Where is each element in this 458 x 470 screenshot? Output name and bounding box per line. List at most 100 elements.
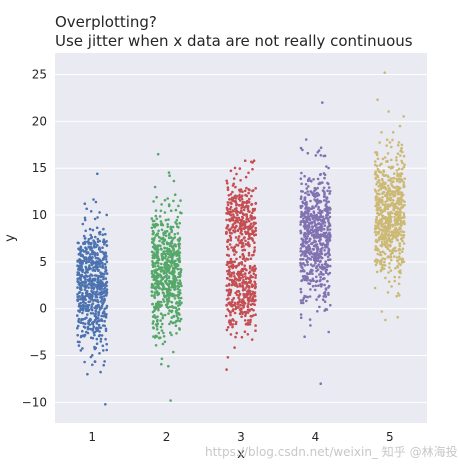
data-point — [382, 237, 386, 240]
data-point — [238, 278, 242, 282]
data-point — [316, 259, 320, 263]
data-point — [176, 281, 180, 285]
data-point — [304, 138, 308, 141]
data-point — [390, 233, 394, 237]
data-point — [228, 218, 231, 221]
data-point — [325, 197, 329, 200]
data-point — [86, 372, 89, 376]
data-point — [242, 306, 245, 309]
data-point — [155, 195, 158, 199]
data-point — [305, 250, 309, 254]
data-point — [396, 292, 400, 295]
data-point — [93, 217, 97, 221]
data-point — [158, 235, 161, 239]
data-point — [319, 278, 322, 282]
data-point — [83, 271, 87, 275]
x-tick-label: 3 — [237, 430, 245, 444]
data-point — [104, 329, 108, 333]
data-point — [307, 282, 310, 285]
data-point — [159, 312, 163, 316]
data-point — [231, 318, 234, 321]
data-point — [225, 230, 228, 234]
data-point — [225, 181, 229, 185]
data-point — [240, 301, 244, 304]
data-point — [403, 200, 406, 203]
data-point — [395, 169, 399, 172]
data-point — [104, 232, 107, 236]
data-point — [245, 295, 248, 299]
data-point — [399, 154, 402, 157]
data-point — [320, 215, 323, 219]
data-point — [225, 179, 228, 183]
data-point — [324, 208, 328, 212]
data-point — [377, 179, 381, 182]
data-point — [81, 292, 84, 295]
data-point — [384, 245, 388, 248]
data-point — [319, 382, 323, 386]
data-point — [152, 306, 156, 309]
data-point — [400, 159, 403, 163]
data-point — [228, 268, 231, 271]
data-point — [104, 403, 107, 406]
data-point — [299, 215, 303, 219]
data-point — [174, 276, 177, 280]
data-point — [253, 291, 257, 295]
data-point — [79, 254, 83, 258]
data-point — [252, 284, 255, 288]
data-point — [301, 214, 305, 217]
data-point — [225, 284, 228, 288]
data-point — [241, 212, 245, 215]
data-point — [227, 291, 231, 295]
data-point — [314, 228, 317, 232]
data-point — [161, 291, 165, 294]
data-point — [94, 295, 98, 299]
data-point — [327, 286, 330, 289]
data-point — [320, 225, 324, 228]
data-point — [84, 322, 87, 326]
data-point — [328, 190, 332, 193]
data-point — [96, 300, 99, 303]
data-point — [305, 220, 309, 223]
data-point — [170, 270, 173, 274]
data-point — [231, 184, 235, 187]
data-point — [235, 250, 238, 254]
data-point — [382, 185, 386, 189]
data-point — [244, 231, 248, 235]
y-tick-label: 25 — [32, 68, 47, 82]
data-point — [315, 298, 318, 301]
data-point — [307, 223, 311, 227]
data-point — [388, 141, 392, 144]
data-point — [232, 229, 235, 232]
data-point — [90, 263, 94, 267]
data-point — [392, 180, 395, 183]
data-point — [227, 228, 231, 232]
data-point — [377, 238, 381, 242]
data-point — [312, 211, 316, 214]
data-point — [83, 216, 87, 220]
data-point — [84, 249, 88, 253]
data-point — [77, 317, 81, 321]
data-point — [165, 229, 169, 233]
data-point — [226, 294, 230, 297]
data-point — [151, 219, 155, 223]
data-point — [319, 154, 323, 157]
data-point — [236, 229, 240, 232]
data-point — [178, 299, 181, 303]
data-point — [94, 235, 97, 239]
data-point — [244, 193, 247, 197]
data-point — [239, 310, 243, 314]
data-point — [163, 263, 166, 266]
data-point — [87, 256, 90, 260]
data-point — [85, 207, 88, 211]
data-point — [231, 323, 235, 326]
data-point — [301, 301, 305, 305]
data-point — [233, 253, 236, 256]
data-point — [152, 335, 155, 338]
data-point — [229, 193, 233, 196]
data-point — [323, 221, 327, 224]
data-point — [381, 179, 384, 182]
data-point — [386, 189, 390, 193]
data-point — [309, 270, 312, 274]
data-point — [96, 243, 99, 247]
